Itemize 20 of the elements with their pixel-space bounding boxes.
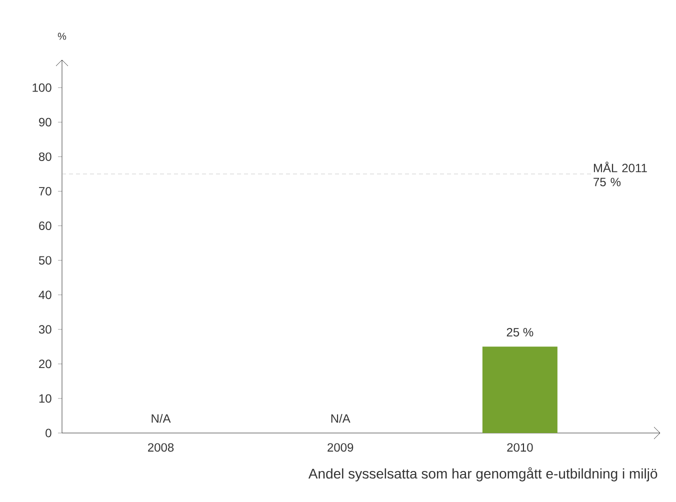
x-tick-label: 2009 bbox=[328, 443, 354, 452]
y-tick-label: 40 bbox=[38, 290, 52, 300]
text: N/A bbox=[152, 414, 171, 423]
data-label: 25 % bbox=[506, 328, 534, 336]
y-tick-label: 90 bbox=[39, 118, 52, 126]
y-tick-label: 50 bbox=[38, 256, 52, 265]
text: N/A bbox=[331, 414, 350, 423]
y-tick-label: 30 bbox=[38, 325, 52, 334]
y-tick-label: 10 bbox=[39, 394, 52, 403]
y-tick-label: 70 bbox=[39, 186, 52, 196]
y-tick-label: 20 bbox=[39, 360, 52, 368]
y-tick-label: 100 bbox=[32, 83, 52, 92]
y-tick-label: 80 bbox=[38, 152, 52, 161]
y-axis-title: % bbox=[58, 32, 66, 40]
y-tick-label: 0 bbox=[46, 428, 52, 438]
ref-line-label: MÅL 2011 75 % bbox=[594, 162, 647, 186]
x-tick-label: 2010 bbox=[507, 443, 533, 452]
x-axis-title: Andel sysselsatta som har genomgått e-utbildning i miljö bbox=[308, 467, 658, 482]
y-tick-label: 60 bbox=[39, 222, 52, 230]
x-tick-label: 2008 bbox=[148, 443, 174, 452]
